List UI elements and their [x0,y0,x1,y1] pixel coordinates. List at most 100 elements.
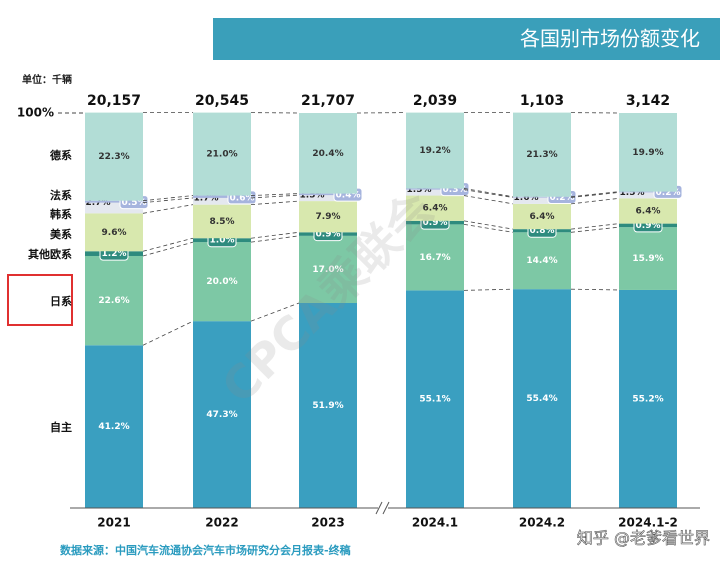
source-note: 数据来源：中国汽车流通协会汽车市场研究分会月报表-终稿 [60,543,351,557]
value-label: 1.2% [102,249,127,259]
connector [463,220,514,230]
value-label: 2.7% [86,198,111,208]
connector [570,191,620,198]
connector [570,197,620,205]
bar-segment [193,242,251,322]
value-label: 9.6% [102,228,127,238]
value-label: 0.9% [316,230,341,240]
value-label: 0.2% [550,193,575,203]
connector [142,241,194,257]
connector [570,223,620,230]
bar-segment [406,195,464,221]
connector [142,197,194,204]
connector [570,288,620,291]
connector [463,195,514,205]
value-label: 19.2% [419,146,450,156]
bar-segment [85,345,143,508]
bar-segment [299,201,357,233]
value-label: 47.3% [206,410,237,420]
value-label: 14.4% [526,256,557,266]
value-label: 0.9% [636,221,661,231]
bar-segment [299,193,357,196]
connector [142,204,194,214]
value-label: 6.4% [636,206,661,216]
connector [142,237,194,252]
bar-segment [406,224,464,291]
value-label: 16.7% [419,253,450,263]
bar-segment [406,189,464,196]
total-label: 2,039 [413,93,457,109]
bar-segment [193,197,251,205]
value-label: 0.4% [336,191,361,201]
bar-segment [513,197,571,204]
x-tick-label: 2024.2 [519,516,565,530]
connector [570,226,620,233]
connector [142,195,194,202]
bar-segment [513,196,571,198]
x-tick-label: 2021 [97,516,130,530]
value-label: 55.4% [526,394,557,404]
value-label: 21.0% [206,150,237,160]
connector [250,193,300,196]
value-label: 55.1% [419,395,450,405]
value-label: 0.8% [530,226,555,236]
series-label: 其他欧系 [28,247,72,261]
value-label: 22.3% [98,152,129,162]
total-label: 20,157 [87,93,141,109]
series-label: 韩系 [50,207,72,221]
bar-segment [513,112,571,197]
bar-segment [406,290,464,508]
bar-segment [619,198,677,224]
value-label: 1.6% [514,193,539,203]
bar-segment [193,112,251,196]
bar-segment [193,195,251,198]
value-label: 22.6% [98,296,129,306]
value-label: 1.5% [407,185,432,195]
value-label: 0.5% [122,198,147,208]
highlight-box [7,274,73,326]
x-tick-label: 2024.1-2 [618,516,678,530]
value-label: 0.2% [656,188,681,198]
connector [463,223,514,233]
value-label: 0.3% [443,185,468,195]
value-label: 1.5% [620,188,645,198]
value-label: 7.9% [316,212,341,222]
series-label: 德系 [49,148,72,162]
x-tick-label: 2023 [311,516,344,530]
bar-segment [619,191,677,193]
series-label: 法系 [50,188,72,202]
connector [463,188,514,198]
bar-segment [513,232,571,290]
connector [463,189,514,198]
x-tick-label: 2022 [205,516,238,530]
value-label: 0.9% [423,218,448,228]
connector [463,288,514,291]
series-label: 自主 [50,420,72,434]
bar-segment [513,289,571,508]
bar-segment [85,213,143,252]
bar-segment [193,204,251,239]
connector [250,194,300,199]
total-label: 20,545 [195,93,249,109]
bar-segment [299,195,357,202]
chart-title: 各国别市场份额变化 [520,27,700,51]
series-label: 美系 [50,227,72,241]
bar-segment [619,227,677,290]
value-label: 51.9% [312,401,343,411]
bar-segment [619,113,677,192]
connector [250,200,300,206]
bar-segment [299,302,357,508]
connector [250,302,300,322]
bar-segment [299,235,357,303]
value-label: 1.7% [194,193,219,203]
connector [570,191,620,198]
connector [250,231,300,239]
value-label: 8.5% [210,217,235,227]
bar-segment [299,113,357,194]
connector [142,320,194,346]
value-label: 6.4% [530,212,555,222]
bar-segment [85,202,143,214]
value-label: 55.2% [632,394,663,404]
y-tick-label: 100% [17,106,54,120]
